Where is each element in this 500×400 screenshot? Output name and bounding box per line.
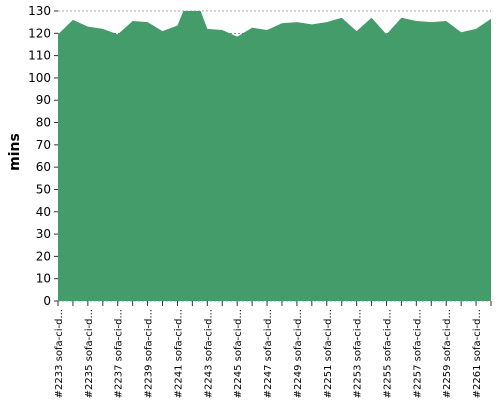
- x-tick-label: #2257 sofa-ci-d...: [412, 309, 423, 398]
- y-tick-label: 60: [36, 160, 51, 174]
- y-tick-label: 80: [36, 116, 51, 130]
- x-tick-label: #2251 sofa-ci-d...: [323, 309, 334, 398]
- x-axis: #2233 sofa-ci-d... #2235 sofa-ci-d... #223…: [54, 301, 492, 398]
- y-tick-label: 0: [43, 294, 51, 308]
- x-tick-label: #2243 sofa-ci-d...: [203, 309, 214, 398]
- x-tick-label: #2247 sofa-ci-d...: [263, 309, 274, 398]
- y-tick-label: 70: [36, 138, 51, 152]
- x-tick-label: #2239 sofa-ci-d...: [144, 309, 155, 398]
- y-tick-label: 130: [28, 4, 51, 18]
- y-tick-label: 120: [28, 26, 51, 40]
- x-tick-label: #2233 sofa-ci-d...: [54, 309, 65, 398]
- y-tick-label: 110: [28, 49, 51, 63]
- y-tick-label: 50: [36, 182, 51, 196]
- y-tick-label: 40: [36, 205, 51, 219]
- y-tick-label: 90: [36, 93, 51, 107]
- x-tick-label: #2261 sofa-ci-d...: [472, 309, 483, 398]
- x-tick-label: #2235 sofa-ci-d...: [84, 309, 95, 398]
- y-tick-label: 30: [36, 227, 51, 241]
- y-tick-label: 100: [28, 71, 51, 85]
- x-tick-label: #2259 sofa-ci-d...: [442, 309, 453, 398]
- area-series: [58, 11, 491, 301]
- x-tick-label: #2249 sofa-ci-d...: [293, 309, 304, 398]
- x-tick-label: #2241 sofa-ci-d...: [173, 309, 184, 398]
- x-tick-label: #2253 sofa-ci-d...: [353, 309, 364, 398]
- y-tick-label: 10: [36, 272, 51, 286]
- area-fill: [58, 11, 491, 301]
- x-tick-label: #2245 sofa-ci-d...: [233, 309, 244, 398]
- y-axis: 0 10 20 30 40 50 60 70 80 90 100 110 120 130: [28, 4, 58, 308]
- y-tick-label: 20: [36, 249, 51, 263]
- x-tick-label: #2237 sofa-ci-d...: [114, 309, 125, 398]
- x-tick-label: #2255 sofa-ci-d...: [382, 309, 393, 398]
- y-axis-label: mins: [7, 133, 23, 171]
